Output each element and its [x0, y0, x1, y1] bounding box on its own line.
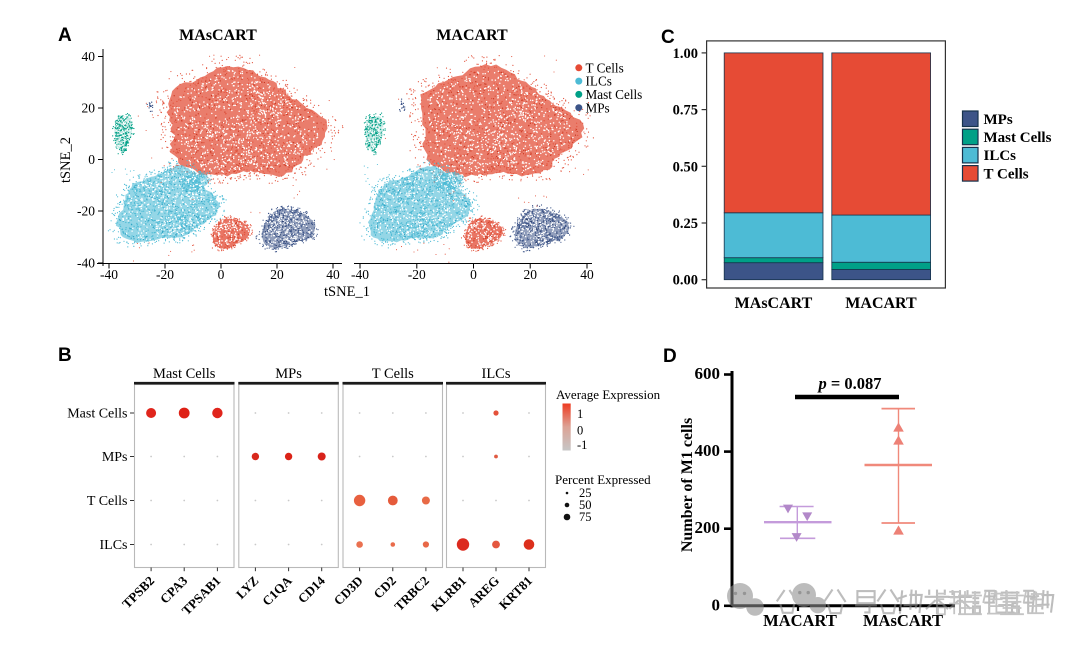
svg-text:-20: -20: [408, 267, 426, 282]
svg-text:1.00: 1.00: [673, 46, 698, 62]
svg-text:T Cells: T Cells: [984, 166, 1029, 182]
svg-text:40: 40: [82, 49, 96, 64]
svg-text:0: 0: [470, 267, 477, 282]
svg-text:MACART: MACART: [845, 295, 917, 312]
svg-text:0.25: 0.25: [673, 216, 698, 232]
svg-text:40: 40: [326, 267, 340, 282]
svg-text:B: B: [58, 345, 72, 366]
svg-text:Mast Cells: Mast Cells: [153, 366, 216, 382]
svg-text:0: 0: [218, 267, 225, 282]
svg-text:0: 0: [712, 595, 721, 614]
svg-text:ILCs: ILCs: [984, 148, 1017, 164]
svg-text:0.50: 0.50: [673, 159, 698, 175]
svg-text:Mast Cells: Mast Cells: [67, 407, 127, 422]
svg-text:MAsCART: MAsCART: [735, 295, 813, 312]
svg-text:25: 25: [579, 486, 592, 500]
svg-text:Mast Cells: Mast Cells: [984, 130, 1052, 146]
svg-text:400: 400: [695, 441, 721, 460]
svg-text:D: D: [663, 346, 677, 367]
svg-text:MAsCART: MAsCART: [179, 27, 257, 44]
svg-text:600: 600: [695, 364, 721, 383]
svg-text:-1: -1: [577, 438, 587, 452]
svg-text:MACART: MACART: [436, 27, 508, 44]
svg-text:T Cells: T Cells: [87, 494, 128, 509]
svg-text:0.00: 0.00: [673, 273, 698, 289]
svg-text:0.75: 0.75: [673, 103, 698, 119]
svg-text:MPs: MPs: [102, 450, 128, 465]
svg-text:-40: -40: [77, 256, 95, 271]
svg-text:tSNE_1: tSNE_1: [324, 284, 370, 300]
svg-text:MPs: MPs: [275, 366, 302, 382]
svg-text:p = 0.087: p = 0.087: [816, 374, 881, 393]
svg-text:-40: -40: [100, 267, 118, 282]
svg-text:MPs: MPs: [586, 100, 610, 115]
svg-text:20: 20: [523, 267, 537, 282]
svg-text:50: 50: [579, 498, 592, 512]
svg-text:ILCs: ILCs: [482, 366, 511, 382]
svg-text:T Cells: T Cells: [372, 366, 414, 382]
svg-text:MPs: MPs: [984, 112, 1013, 128]
svg-text:ILCs: ILCs: [100, 538, 128, 553]
svg-text:-40: -40: [351, 267, 369, 282]
svg-text:tSNE_2: tSNE_2: [58, 137, 74, 183]
svg-text:1: 1: [577, 407, 583, 421]
svg-text:0: 0: [577, 424, 583, 438]
svg-text:MAsCART: MAsCART: [863, 611, 943, 630]
svg-text:75: 75: [579, 510, 592, 524]
svg-text:A: A: [58, 25, 72, 46]
svg-text:Number of M1 cells: Number of M1 cells: [679, 418, 696, 552]
svg-text:Average Expression: Average Expression: [556, 387, 661, 402]
svg-text:T Cells: T Cells: [586, 60, 624, 75]
svg-text:ILCs: ILCs: [586, 74, 612, 89]
svg-text:C: C: [661, 27, 675, 48]
svg-text:Percent Expressed: Percent Expressed: [555, 472, 651, 487]
svg-text:20: 20: [270, 267, 284, 282]
svg-text:Mast Cells: Mast Cells: [586, 87, 643, 102]
svg-text:20: 20: [82, 101, 96, 116]
svg-text:40: 40: [580, 267, 594, 282]
svg-text:MACART: MACART: [763, 611, 837, 630]
svg-text:200: 200: [695, 518, 721, 537]
svg-text:-20: -20: [156, 267, 174, 282]
svg-text:-20: -20: [77, 204, 95, 219]
svg-text:0: 0: [88, 152, 95, 167]
